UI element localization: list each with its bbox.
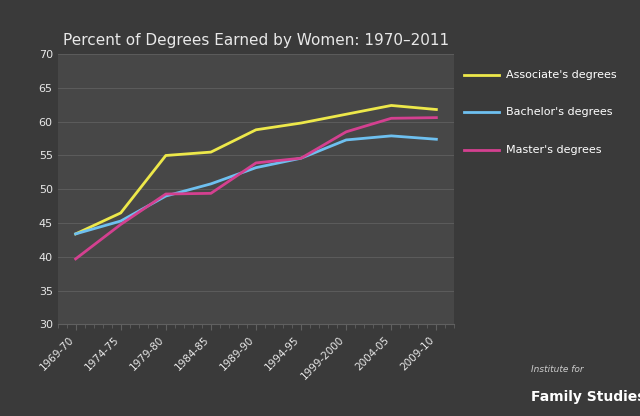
Bachelor's degrees: [252, 165, 260, 170]
Master's degrees: [117, 222, 125, 227]
Associate's degrees: [342, 112, 350, 117]
Bachelor's degrees: [117, 218, 125, 223]
Associate's degrees: [297, 121, 305, 126]
Master's degrees: [342, 129, 350, 134]
Master's degrees: [387, 116, 395, 121]
Line: Bachelor's degrees: Bachelor's degrees: [76, 136, 436, 234]
Master's degrees: [252, 161, 260, 166]
Associate's degrees: [162, 153, 170, 158]
Bachelor's degrees: [207, 181, 215, 186]
Text: Family Studies: Family Studies: [531, 389, 640, 404]
Bachelor's degrees: [433, 137, 440, 142]
Text: Bachelor's degrees: Bachelor's degrees: [506, 107, 612, 117]
Master's degrees: [72, 256, 79, 261]
Associate's degrees: [207, 150, 215, 155]
Master's degrees: [433, 115, 440, 120]
Master's degrees: [297, 156, 305, 161]
Text: Associate's degrees: Associate's degrees: [506, 70, 616, 80]
Text: Master's degrees: Master's degrees: [506, 145, 601, 155]
Bachelor's degrees: [387, 134, 395, 139]
Bachelor's degrees: [162, 193, 170, 198]
Associate's degrees: [72, 231, 79, 236]
Line: Associate's degrees: Associate's degrees: [76, 105, 436, 234]
Master's degrees: [207, 191, 215, 196]
Bachelor's degrees: [342, 137, 350, 142]
Bachelor's degrees: [297, 156, 305, 161]
Text: Percent of Degrees Earned by Women: 1970–2011: Percent of Degrees Earned by Women: 1970…: [63, 33, 449, 48]
Text: Institute for: Institute for: [531, 365, 584, 374]
Line: Master's degrees: Master's degrees: [76, 118, 436, 259]
Bachelor's degrees: [72, 231, 79, 236]
Associate's degrees: [387, 103, 395, 108]
Associate's degrees: [117, 210, 125, 215]
Master's degrees: [162, 191, 170, 196]
Associate's degrees: [252, 127, 260, 132]
Associate's degrees: [433, 107, 440, 112]
